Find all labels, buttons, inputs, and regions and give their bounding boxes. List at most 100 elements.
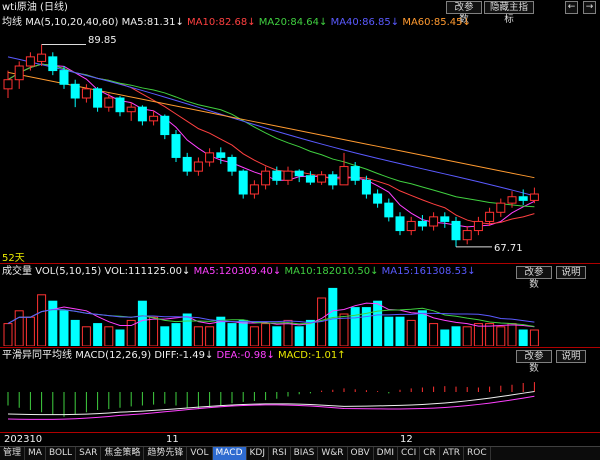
tab-[interactable]: 趋势先锋 [144,447,188,460]
volume-bar [137,300,147,346]
ma-label: 均线 [2,17,22,28]
candle-body [81,88,91,99]
diff-value: DIFF:-1.49↓ [154,350,214,361]
candle-body [272,170,282,181]
candle-body [261,170,271,186]
candle-body [193,161,203,172]
candle-body [496,202,506,213]
ma-legend: 均线 MA(5,10,20,40,60) MA5:81.31↓ MA10:82.… [2,16,471,29]
tab-rsi[interactable]: RSI [269,447,291,460]
volume-bar [48,300,58,346]
vol-value: VOL:111125.00↓ [104,266,191,277]
volume-bar [126,319,136,346]
candle-body [104,97,114,108]
volume-bar [171,323,181,346]
volume-bar [249,326,259,346]
ma-params: MA(5,10,20,40,60) [25,17,119,28]
volume-modify-button[interactable]: 改参数 [516,266,552,290]
candle-body [137,106,147,122]
tab-macd[interactable]: MACD [212,447,247,460]
tab-cr[interactable]: CR [420,447,440,460]
panel-separator [0,347,600,348]
ma40-line [7,56,535,197]
time-label: 11 [166,434,179,445]
candle-body [451,220,461,241]
vol-ma15-value: MA15:161308.53↓ [381,266,476,277]
ma5-value: MA5:81.31↓ [121,17,184,28]
volume-bar [104,326,114,346]
macd-params: MACD(12,26,9) [75,350,152,361]
volume-bar [205,326,215,346]
vol-ma10-value: MA10:182010.50↓ [284,266,379,277]
candle-body [373,193,383,204]
days-label: 52天 [2,253,25,264]
tab-bias[interactable]: BIAS [291,447,319,460]
volume-bar [59,310,69,346]
volume-bar [384,316,394,346]
candle-body [182,156,192,172]
volume-legend: 成交量 VOL(5,10,15) VOL:111125.00↓ MA5:1203… [2,265,476,278]
tab-cci[interactable]: CCI [398,447,421,460]
hide-main-indicator-button[interactable]: 隐藏主指标 [484,1,534,25]
volume-bar [227,323,237,346]
vol-ma5-value: MA5:120309.40↓ [193,266,282,277]
candle-body [93,88,103,108]
macd-modify-button[interactable]: 改参数 [516,350,552,374]
time-axis: 202310 11 12 [0,432,600,446]
volume-bar [93,323,103,346]
tab-sar[interactable]: SAR [76,447,102,460]
candle-body [70,83,80,99]
candle-body [339,166,349,186]
dea-value: DEA:-0.98↓ [216,350,275,361]
candle-body [440,216,450,222]
candle-body [48,56,58,72]
candle-body [462,230,472,241]
tab-[interactable]: 管理 [0,447,26,460]
volume-bar [261,323,271,346]
volume-explain-button[interactable]: 说明 [556,266,586,279]
tab-kdj[interactable]: KDJ [247,447,269,460]
candle-body [294,170,304,177]
volume-chart[interactable] [0,278,600,346]
volume-bar [3,323,13,346]
tab-boll[interactable]: BOLL [46,447,77,460]
candlestick-chart[interactable] [0,30,600,262]
tab-wr[interactable]: W&R [318,447,348,460]
volume-bar [25,316,35,346]
modify-params-button[interactable]: 改参数 [446,1,482,25]
volume-bar [81,326,91,346]
volume-bar [496,326,506,346]
panel-separator [0,263,600,264]
volume-bar [350,307,360,346]
candle-body [59,70,69,85]
volume-bar [373,300,383,346]
volume-bar [339,313,349,346]
macd-explain-button[interactable]: 说明 [556,350,586,363]
volume-bar [115,329,125,346]
tab-ma[interactable]: MA [25,447,46,460]
candle-body [25,56,35,67]
candle-body [429,216,439,227]
volume-bar [485,323,495,346]
tab-[interactable]: 焦金策略 [101,447,145,460]
volume-bar [462,326,472,346]
candle-body [37,53,47,62]
candle-body [149,115,159,122]
macd-chart[interactable] [0,362,600,432]
dea-line [7,395,535,420]
candle-body [126,106,136,113]
next-arrow-button[interactable]: → [583,1,596,14]
ma20-value: MA20:84.64↓ [258,17,328,28]
vol-ma15-line [7,309,535,325]
tab-roc[interactable]: ROC [464,447,491,460]
candle-body [317,174,327,183]
tab-obv[interactable]: OBV [348,447,374,460]
prev-arrow-button[interactable]: ← [565,1,578,14]
volume-bar [182,313,192,346]
volume-bar [440,329,450,346]
tab-dmi[interactable]: DMI [374,447,398,460]
candle-body [384,202,394,218]
tab-atr[interactable]: ATR [440,447,464,460]
diff-line [7,390,535,416]
tab-vol[interactable]: VOL [187,447,213,460]
